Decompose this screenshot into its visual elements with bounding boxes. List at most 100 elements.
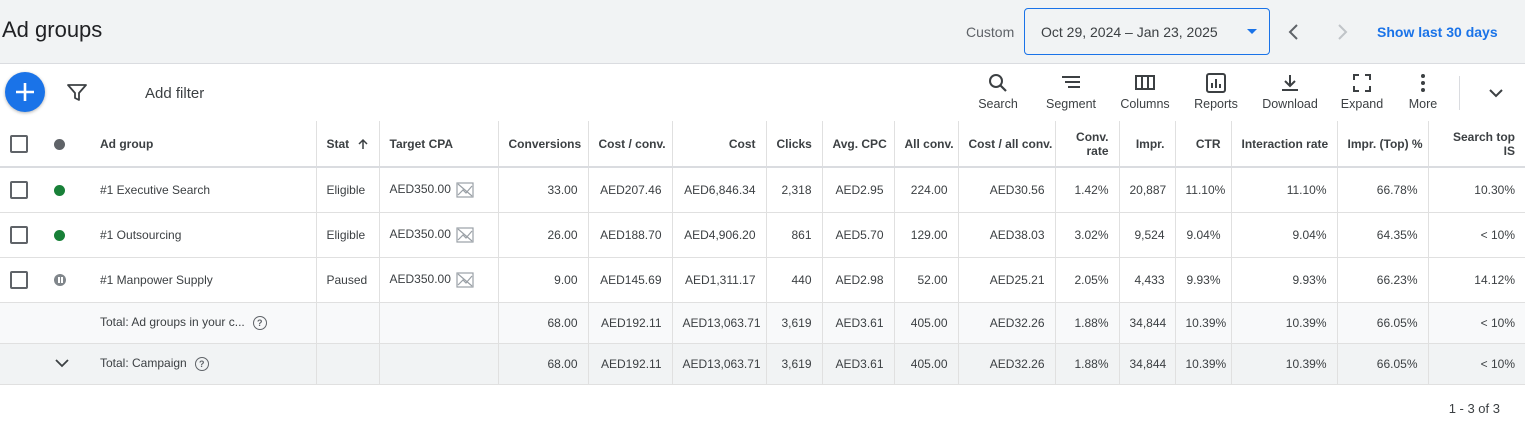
col-impr-top[interactable]: Impr. (Top) % (1337, 121, 1429, 168)
col-status[interactable]: Stat (316, 121, 380, 168)
col-conv-rate[interactable]: Conv. rate (1055, 121, 1120, 168)
ctr-cell: 11.10% (1175, 167, 1232, 212)
impr-top-cell: 66.05% (1337, 302, 1429, 343)
add-button[interactable] (5, 72, 45, 112)
ad-group-link[interactable]: #1 Executive Search (90, 167, 317, 212)
impr-cell: 34,844 (1119, 302, 1176, 343)
expand-button[interactable]: Expand (1338, 72, 1386, 116)
target-cpa-cell[interactable]: AED350.00 (379, 257, 499, 302)
reports-button[interactable]: Reports (1190, 72, 1242, 116)
cost-cell: AED4,906.20 (672, 212, 767, 257)
col-ad-group[interactable]: Ad group (90, 121, 317, 168)
chevron-left-icon[interactable] (1282, 20, 1306, 44)
clicks-cell: 861 (766, 212, 823, 257)
col-all-conv[interactable]: All conv. (894, 121, 959, 168)
cost-cell: AED1,311.17 (672, 257, 767, 302)
interaction-rate-cell: 11.10% (1231, 167, 1338, 212)
more-button[interactable]: More (1403, 72, 1443, 116)
page-title: Ad groups (2, 17, 103, 42)
col-search-top-is[interactable]: Search top IS (1428, 121, 1525, 168)
bid-chart-icon[interactable] (456, 226, 474, 243)
bid-chart-icon[interactable] (456, 182, 474, 198)
search-button[interactable]: Search (975, 72, 1021, 116)
chevron-right-icon[interactable] (1330, 20, 1354, 44)
expand-icon (1353, 74, 1371, 92)
target-cpa-value: AED350.00 (389, 181, 451, 196)
row-status-cell (44, 257, 90, 302)
show-last-30-days-link[interactable]: Show last 30 days (1377, 24, 1498, 40)
table-toolbar (0, 64, 1525, 121)
search-label: Search (978, 97, 1018, 111)
bid-chart-icon[interactable] (456, 271, 474, 288)
row-select-cell[interactable] (0, 257, 44, 302)
target-cpa-cell[interactable]: AED350.00 (379, 167, 499, 212)
row-checkbox[interactable] (10, 180, 28, 199)
col-ctr[interactable]: CTR (1175, 121, 1232, 168)
table-row: #1 Outsourcing Eligible AED350.00 26.00 … (0, 212, 1525, 257)
segment-button[interactable]: Segment (1042, 72, 1100, 116)
segment-icon (1062, 76, 1080, 88)
help-icon[interactable]: ? (194, 356, 209, 371)
conversions-cell: 33.00 (498, 167, 589, 212)
expand-totals-cell[interactable] (44, 343, 90, 384)
conv-rate-cell: 1.42% (1055, 167, 1120, 212)
cost-conv-cell: AED192.11 (588, 343, 673, 384)
col-cost[interactable]: Cost (672, 121, 767, 168)
top-bar: Ad groups Custom Oct 29, 2024 – Jan 23, … (0, 0, 1525, 64)
col-status-label: Stat (326, 136, 350, 151)
columns-button[interactable]: Columns (1117, 72, 1173, 116)
ad-group-link[interactable]: #1 Manpower Supply (90, 257, 317, 302)
dropdown-caret-icon (1247, 29, 1257, 34)
table-row: #1 Executive Search Eligible AED350.00 3… (0, 167, 1525, 212)
target-cpa-cell[interactable]: AED350.00 (379, 212, 499, 257)
col-cost-all-conv[interactable]: Cost / all conv. (958, 121, 1056, 168)
ad-group-link[interactable]: #1 Outsourcing (90, 212, 317, 257)
columns-label: Columns (1120, 97, 1170, 111)
date-range-picker[interactable]: Oct 29, 2024 – Jan 23, 2025 (1024, 8, 1270, 55)
total-label: Total: Ad groups in your c... (100, 315, 245, 330)
conv-rate-cell: 3.02% (1055, 212, 1120, 257)
col-clicks[interactable]: Clicks (766, 121, 823, 168)
impr-top-cell: 66.05% (1337, 343, 1429, 384)
row-select-cell[interactable] (0, 212, 44, 257)
total-label-cell: Total: Campaign? (90, 343, 317, 384)
row-checkbox[interactable] (10, 270, 28, 289)
reports-icon (1206, 73, 1226, 93)
chevron-down-icon[interactable] (1486, 86, 1506, 100)
impr-top-cell: 66.78% (1337, 167, 1429, 212)
select-all-cell[interactable] (0, 121, 44, 168)
more-vert-icon (1421, 74, 1425, 92)
search-top-is-cell: 14.12% (1474, 272, 1515, 287)
filter-icon[interactable] (66, 83, 88, 103)
search-icon (989, 74, 1007, 92)
cost-conv-cell: AED188.70 (588, 212, 673, 257)
conversions-cell: 68.00 (498, 302, 589, 343)
empty-cell (0, 343, 44, 384)
chevron-down-icon[interactable] (54, 358, 70, 368)
all-conv-cell: 224.00 (894, 167, 959, 212)
impr-cell: 4,433 (1119, 257, 1176, 302)
conversions-cell: 68.00 (498, 343, 589, 384)
target-cpa-value: AED350.00 (389, 271, 451, 286)
interaction-rate-cell: 10.39% (1231, 343, 1338, 384)
impr-cell: 20,887 (1119, 167, 1176, 212)
interaction-rate-cell: 9.93% (1231, 257, 1338, 302)
select-all-checkbox[interactable] (10, 134, 28, 153)
all-conv-cell: 405.00 (894, 302, 959, 343)
row-select-cell[interactable] (0, 167, 44, 212)
col-avg-cpc[interactable]: Avg. CPC (822, 121, 895, 168)
col-target-cpa[interactable]: Target CPA (379, 121, 499, 168)
download-button[interactable]: Download (1259, 72, 1321, 116)
help-icon[interactable]: ? (252, 315, 267, 330)
col-conversions[interactable]: Conversions (498, 121, 589, 168)
status-cell: Eligible (316, 167, 380, 212)
col-cost-conv[interactable]: Cost / conv. (588, 121, 673, 168)
status-dot-header (44, 121, 90, 168)
total-row-campaign: Total: Campaign? 68.00 AED192.11 AED13,0… (0, 343, 1525, 384)
download-icon (1282, 75, 1298, 91)
add-filter-button[interactable]: Add filter (145, 85, 205, 102)
col-interaction-rate[interactable]: Interaction rate (1231, 121, 1338, 168)
row-checkbox[interactable] (10, 225, 28, 244)
col-impr[interactable]: Impr. (1119, 121, 1176, 168)
clicks-cell: 2,318 (766, 167, 823, 212)
